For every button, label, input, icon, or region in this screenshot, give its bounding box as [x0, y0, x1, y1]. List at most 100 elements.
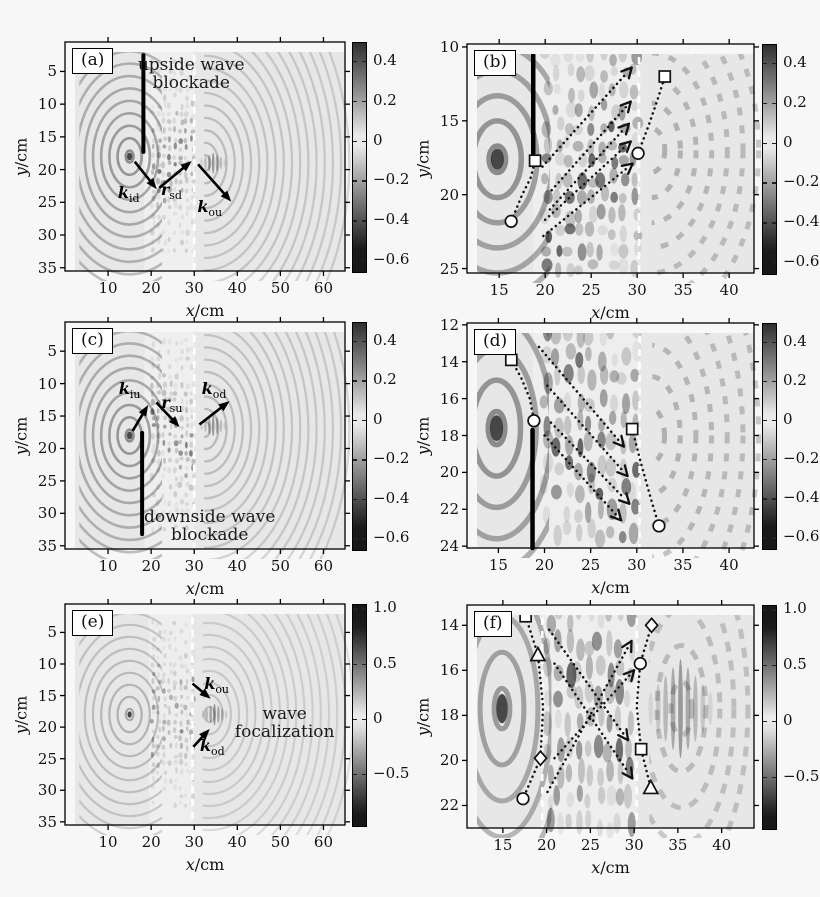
colorbar-tick-mark — [362, 419, 366, 422]
square-marker — [658, 70, 672, 83]
x-tick-label: 10 — [98, 557, 118, 575]
colorbar-tick-label: −0.4 — [373, 210, 410, 229]
arrowhead-chevron — [629, 766, 634, 780]
x-tick-label: 35 — [673, 556, 693, 574]
colorbar-tick-mark — [763, 720, 767, 723]
arrowhead-solid — [199, 688, 211, 699]
colorbar-tick-mark — [353, 538, 357, 540]
arrowhead-chevron — [617, 122, 631, 129]
colorbar-tick-label: 0 — [783, 132, 793, 151]
colorbar-tick-mark — [362, 100, 366, 103]
x-tick-label: 30 — [184, 833, 204, 851]
y-tick-label: 15 — [37, 686, 57, 705]
colorbar-tick-mark — [772, 222, 776, 224]
colorbar-tick-mark — [772, 720, 776, 723]
ray-dotted-arrow — [541, 71, 629, 168]
y-tick-label: 30 — [37, 781, 57, 800]
wavevector-arrow — [155, 401, 176, 423]
x-axis-label: x/cm — [591, 303, 630, 322]
panel-b-field — [477, 54, 762, 283]
colorbar-tick-mark — [763, 380, 767, 383]
arrowhead-chevron — [620, 434, 626, 448]
colorbar-tick-mark — [353, 380, 357, 382]
colorbar-tick-label: 0.5 — [373, 653, 397, 672]
plot-frame — [64, 41, 346, 272]
y-tick-label: 20 — [439, 751, 459, 770]
colorbar-tick-label: −0.6 — [373, 528, 410, 547]
arrowhead-chevron — [609, 515, 623, 522]
y-tick-label: 15 — [439, 111, 459, 130]
ray-dotted-arrow — [549, 421, 626, 500]
y-tick-label: 25 — [37, 749, 57, 768]
y-tick-label: 10 — [439, 37, 459, 56]
colorbar-tick-mark — [362, 608, 366, 610]
arrowhead-chevron — [621, 639, 633, 649]
ray-dotted-arrow — [542, 166, 629, 238]
circle-marker — [652, 519, 666, 533]
arrowhead-solid — [168, 416, 180, 428]
arrowhead-chevron — [627, 66, 633, 80]
colorbar-c — [352, 322, 367, 551]
y-tick-label: 5 — [47, 62, 57, 81]
wavevector-arrow — [198, 404, 225, 426]
arrowhead-solid — [180, 161, 192, 172]
colorbar-tick-label: 0 — [373, 130, 383, 149]
colorbar-d — [762, 323, 777, 550]
colorbar-tick-mark — [772, 62, 776, 65]
colorbar-tick-mark — [353, 260, 357, 262]
colorbar-tick-mark — [772, 609, 776, 611]
colorbar-tick-label: −0.6 — [373, 250, 410, 269]
x-tick-label: 20 — [141, 279, 161, 297]
x-tick-label: 50 — [270, 557, 290, 575]
arrowhead-chevron — [625, 492, 631, 505]
colorbar-tick-mark — [763, 537, 767, 539]
x-tick-label: 30 — [627, 281, 647, 299]
vector-label-k-od: kod — [201, 379, 227, 402]
panel-c-plot — [60, 317, 351, 559]
arrowhead-chevron — [630, 669, 636, 683]
colorbar-tick-mark — [353, 718, 357, 721]
y-tick-label: 5 — [47, 342, 57, 361]
x-tick-label: 35 — [668, 836, 688, 854]
y-tick-label: 15 — [37, 127, 57, 146]
colorbar-tick-mark — [763, 459, 767, 461]
x-axis-label: x/cm — [185, 301, 225, 320]
wavevector-arrow — [197, 163, 228, 198]
annotation-text: wave focalization — [234, 703, 335, 742]
colorbar-tick-mark — [362, 380, 366, 382]
arrowhead-solid — [218, 401, 230, 412]
colorbar-tick-label: 0 — [373, 708, 383, 727]
x-axis-label: x/cm — [185, 579, 225, 598]
x-tick-label: 15 — [488, 556, 508, 574]
plot-frame — [64, 321, 346, 550]
y-tick-label: 30 — [37, 504, 57, 523]
ray-dotted-arrow — [543, 434, 618, 517]
vector-label-k-ou: kou — [204, 674, 230, 697]
x-tick-label: 25 — [581, 556, 601, 574]
ray-dotted-arrow — [537, 345, 621, 443]
plot-frame — [466, 43, 755, 274]
colorbar-tick-mark — [362, 774, 366, 776]
y-tick-label: 25 — [37, 193, 57, 212]
circle-marker — [633, 656, 647, 671]
y-tick-label: 5 — [47, 623, 57, 642]
colorbar-tick-label: −0.2 — [783, 449, 820, 467]
circle-marker — [516, 792, 530, 806]
x-tick-label: 50 — [270, 833, 290, 851]
colorbar-tick-label: 1.0 — [373, 598, 397, 617]
panel-f-plot — [462, 600, 759, 838]
arrowhead-chevron — [625, 140, 632, 153]
y-tick-label: 24 — [439, 537, 459, 556]
diamond-marker — [644, 616, 659, 634]
marker-chain-dotted-path — [635, 624, 653, 789]
colorbar-tick-mark — [763, 222, 767, 224]
x-tick-label: 20 — [141, 833, 161, 851]
colorbar-tick-mark — [763, 102, 767, 105]
triangle-marker — [529, 645, 547, 662]
x-tick-label: 40 — [227, 557, 247, 575]
arrowhead-chevron — [618, 140, 632, 146]
y-axis-label: y/cm — [413, 697, 433, 736]
wavevector-arrow — [158, 164, 188, 189]
colorbar-tick-mark — [362, 538, 366, 540]
panel-label-c: (c) — [72, 328, 113, 354]
